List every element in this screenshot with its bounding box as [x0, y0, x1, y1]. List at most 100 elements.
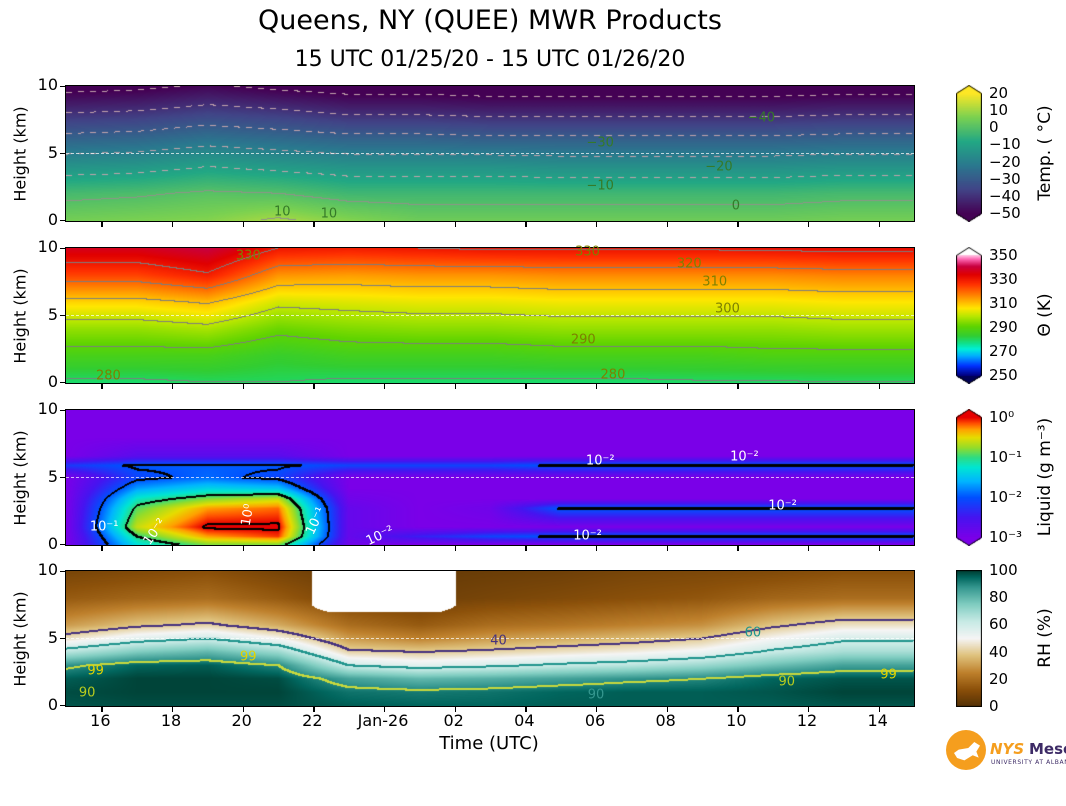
contour-label: 290	[570, 332, 596, 348]
contour-label: 90	[78, 685, 96, 700]
x-tick-mark	[525, 384, 527, 389]
y-tick-mark	[60, 86, 65, 88]
y-tick-label: 5	[47, 466, 58, 486]
y-tick-mark	[60, 248, 65, 250]
liquid-colorbar: 10⁰ 10⁻¹ 10⁻² 10⁻³ Liquid (g m⁻³)	[956, 408, 1066, 546]
x-tick-mark	[596, 384, 598, 389]
contour-label: 10⁻²	[573, 528, 602, 544]
logo-circle-icon	[946, 730, 986, 770]
y-tick-label: 5	[47, 142, 58, 162]
theta-heatmap-canvas	[66, 248, 914, 383]
contour-label: 99	[240, 649, 257, 665]
contour-label: 310	[702, 274, 728, 290]
x-tick-label: 18	[160, 711, 182, 730]
x-tick-mark	[666, 707, 668, 712]
y-tick-mark	[60, 153, 65, 155]
x-tick-mark	[313, 222, 315, 227]
y-tick-label: 10	[37, 399, 58, 418]
contour-label: 10⁻²	[730, 449, 759, 465]
x-tick-mark	[666, 384, 668, 389]
temperature-colorbar-title: Temp. ( °C)	[1035, 105, 1055, 201]
x-tick-mark	[737, 222, 739, 227]
logo-wordmark: NYS Mesonet	[990, 740, 1066, 758]
contour-label: −40	[747, 110, 776, 126]
x-tick-mark	[737, 384, 739, 389]
contour-label: 99	[87, 663, 104, 679]
theta-colorbar: 350 330 310 290 270 250 Θ (K)	[956, 246, 1066, 384]
y-tick-mark	[60, 705, 65, 707]
y-tick-labels: 0 5 10	[28, 237, 58, 391]
x-tick-label: 04	[514, 711, 535, 730]
logo-nys-text: NYS	[990, 740, 1025, 758]
contour-label: −10	[586, 178, 614, 194]
x-tick-mark	[313, 384, 315, 389]
x-tick-mark	[172, 707, 174, 712]
x-tick-label: 12	[796, 711, 818, 730]
colorbar-tick-label: 10⁰	[989, 408, 1015, 426]
x-tick-mark	[172, 222, 174, 227]
y-axis-label: Height (km)	[10, 105, 30, 202]
contour-label: 330	[575, 244, 600, 260]
x-tick-mark	[101, 546, 103, 551]
rh-colorbar-title: RH (%)	[1035, 608, 1055, 668]
contour-label: 90	[587, 687, 605, 703]
y-tick-mark	[60, 315, 65, 317]
panel-relative-humidity: Height (km) 0 5 10 40 60 99 99 99 90 90 90 100 80 6…	[0, 560, 1066, 715]
contour-label: 10⁻¹	[89, 519, 119, 535]
y-tick-label: 5	[47, 304, 58, 324]
x-tick-mark	[101, 222, 103, 227]
y-tick-label: 10	[37, 75, 58, 94]
colorbar-tick-label: 60	[989, 615, 1009, 634]
colorbar-tick-label: 330	[989, 270, 1018, 288]
colorbar-tick-label: −50	[989, 204, 1021, 222]
contour-label: 90	[778, 674, 796, 690]
colorbar-tick-label: −20	[989, 152, 1021, 171]
x-tick-mark	[454, 384, 456, 389]
contour-label: 10⁻²	[768, 498, 797, 514]
contour-label: 280	[600, 367, 626, 383]
y-tick-mark	[60, 477, 65, 479]
y-tick-mark	[60, 220, 65, 222]
logo-caption: UNIVERSITY AT ALBANY	[991, 759, 1066, 766]
x-tick-mark	[808, 222, 810, 227]
x-tick-mark	[878, 222, 880, 227]
liquid-colorbar-canvas	[956, 409, 982, 546]
colorbar-tick-label: 20	[989, 669, 1009, 688]
colorbar-tick-label: 80	[989, 588, 1009, 607]
contour-label: −30	[586, 135, 614, 151]
x-tick-mark	[878, 546, 880, 551]
relative-humidity-plot: 40 60 99 99 99 90 90 90	[60, 570, 915, 712]
potential-temperature-plot: 330 330 320 310 300 290 280 280	[60, 244, 915, 389]
x-tick-mark	[596, 707, 598, 712]
x-tick-mark	[172, 546, 174, 551]
x-tick-label: Jan-26	[357, 711, 409, 730]
theta-colorbar-title: Θ (K)	[1035, 293, 1055, 337]
colorbar-tick-label: 270	[989, 342, 1018, 360]
logo-mesonet-text: Mesonet	[1029, 740, 1066, 758]
temperature-plot: −40 −30 −20 −10 0 10 10	[60, 85, 915, 227]
x-tick-mark	[172, 384, 174, 389]
y-tick-mark	[60, 382, 65, 384]
colorbar-tick-label: 20	[989, 84, 1009, 102]
y-tick-label: 0	[47, 534, 58, 553]
x-tick-mark	[808, 384, 810, 389]
contour-label: 10	[320, 206, 338, 222]
x-tick-mark	[384, 707, 386, 712]
figure-subtitle: 15 UTC 01/25/20 - 15 UTC 01/26/20	[294, 47, 686, 72]
x-axis-label: Time (UTC)	[439, 733, 539, 754]
panel-liquid: Height (km) 0 5 10 10⁻¹ 10⁻² 10⁰ 10⁻¹ 10⁻² 10⁻²…	[0, 399, 1066, 553]
theta-colorbar-canvas	[956, 247, 982, 384]
y-tick-labels: 0 5 10	[28, 75, 58, 229]
colorbar-tick-label: 10⁻¹	[989, 448, 1023, 466]
x-tick-mark	[454, 707, 456, 712]
colorbar-tick-label: 10⁻²	[989, 488, 1023, 506]
temperature-colorbar: 20 10 0 −10 −20 −30 −40 −50 Temp. ( °C)	[956, 84, 1066, 222]
y-tick-mark	[60, 410, 65, 412]
contour-label: 99	[880, 667, 897, 683]
x-tick-mark	[666, 222, 668, 227]
x-tick-mark	[242, 384, 244, 389]
x-tick-mark	[525, 707, 527, 712]
x-tick-mark	[313, 546, 315, 551]
x-tick-label: 14	[867, 711, 888, 730]
